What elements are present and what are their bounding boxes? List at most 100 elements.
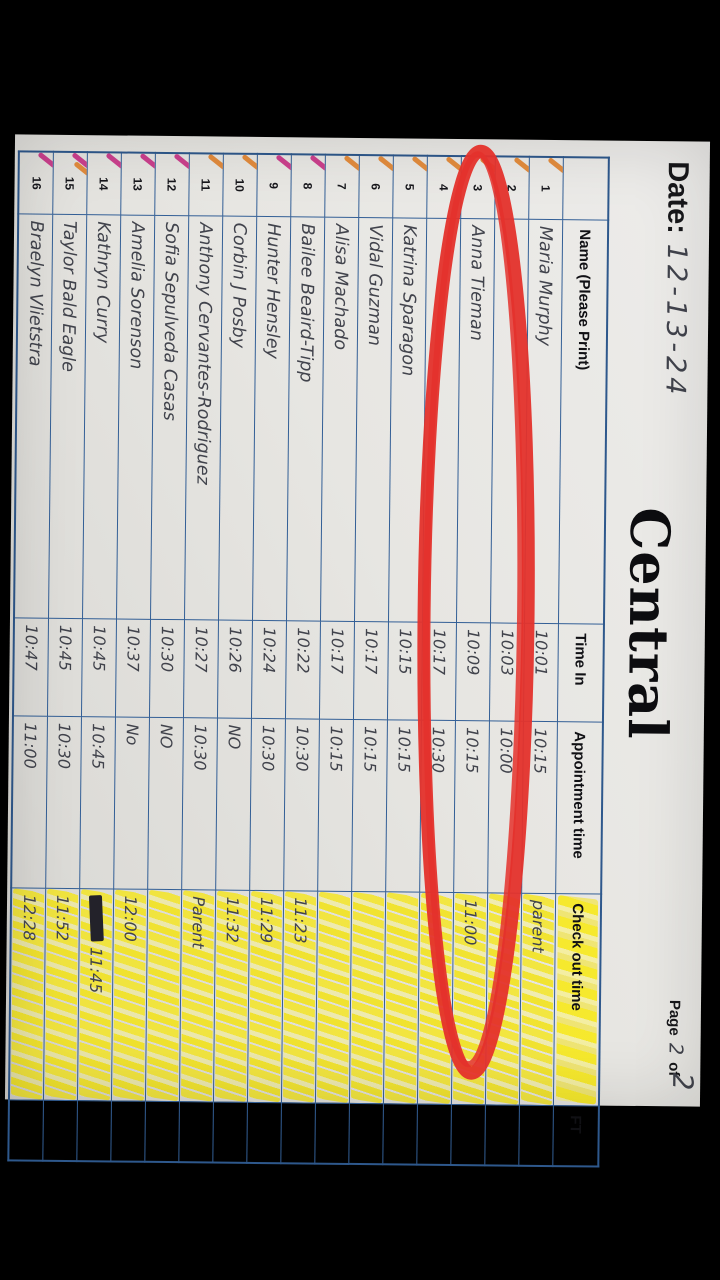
check-out-time-column-header: Check out time: [553, 893, 602, 1107]
appointment-time-cell: 10:45: [79, 716, 116, 889]
ft-cell: [42, 1100, 78, 1162]
page-title: Central: [615, 506, 683, 741]
row-number: 12: [164, 177, 180, 192]
row-number: 5: [403, 183, 418, 191]
time-in-cell: 10:22: [285, 620, 321, 720]
row-marks: [377, 155, 394, 217]
checkout-cell: [145, 889, 182, 1102]
appointment-time-cell: 10:15: [385, 719, 422, 893]
appointment-time-cell: 10:15: [453, 720, 490, 893]
time-in-cell: 10:17: [353, 621, 389, 720]
pink-highlighter-mark: [275, 154, 292, 171]
pink-highlighter-mark: [173, 153, 190, 170]
name-cell: [422, 218, 461, 623]
orange-highlighter-mark: [547, 157, 564, 174]
rows-body: 1 Maria Murphy 10:01 10:15 parent 2 10:0…: [8, 151, 564, 1167]
name-cell: Maria Murphy: [524, 219, 563, 624]
ft-cell: [416, 1104, 452, 1166]
appointment-time-cell: 10:30: [249, 718, 286, 891]
checkout-cell: 12:28: [9, 887, 46, 1101]
checkout-cell: 11:29: [247, 890, 284, 1103]
checkout-cell: 11:45: [77, 888, 114, 1101]
time-in-cell: 10:30: [149, 619, 185, 718]
name-cell: Corbin J Posby: [218, 216, 257, 621]
yellow-highlight: [147, 889, 181, 1102]
sheet-header: Date:12-13-24 Central Page 2 of 2: [600, 141, 710, 1107]
appointment-time-cell: 10:30: [283, 718, 320, 892]
ft-cell: [518, 1105, 554, 1167]
appointment-time-cell: 10:30: [181, 717, 218, 891]
name-column-header: Name (Please Print): [558, 219, 609, 625]
name-cell: Alisa Machado: [320, 217, 359, 622]
ft-column-header: FT: [552, 1105, 599, 1167]
row-number-cell: 7: [324, 154, 360, 218]
name-cell: Braelyn Vlietstra: [14, 213, 53, 619]
row-marks: [37, 151, 54, 214]
row-number-cell: 10: [222, 153, 258, 217]
checkout-time: 11:52: [53, 894, 73, 942]
name-cell: Sofia Sepulveda Casas: [150, 215, 189, 620]
appointment-time-cell: 10:15: [317, 719, 354, 892]
appointment-time-cell: 11:00: [11, 715, 48, 889]
checkout-time: 11:32: [223, 896, 243, 943]
page-number-handwritten: 2: [664, 1042, 687, 1056]
row-marks: [139, 152, 156, 215]
time-in-cell: 10:27: [183, 619, 219, 719]
checkout-cell: 11:00: [451, 892, 488, 1105]
time-in-cell: 10:45: [47, 618, 83, 717]
row-number: 10: [232, 178, 248, 192]
row-marks: [241, 153, 258, 216]
row-marks: [513, 156, 530, 219]
row-number: 11: [198, 178, 214, 192]
checkout-cell: [485, 892, 522, 1106]
ft-cell: [484, 1104, 520, 1166]
checkout-cell: parent: [519, 893, 556, 1106]
checkout-cell: [315, 891, 352, 1104]
appointment-time-cell: 10:30: [45, 716, 82, 889]
time-in-cell: 10:15: [387, 621, 423, 721]
row-number-cell: 8: [290, 154, 326, 218]
row-number-cell: 16: [18, 151, 54, 215]
row-number: 16: [29, 176, 44, 190]
checkout-time: 11:00: [461, 899, 481, 946]
checkout-time: 11:45: [86, 947, 107, 994]
orange-highlighter-mark: [207, 153, 224, 171]
row-marks: [411, 155, 428, 218]
checkout-cell: 11:52: [43, 888, 80, 1101]
pink-highlighter-mark: [37, 151, 54, 169]
ft-cell: [280, 1102, 316, 1164]
pink-highlighter-mark: [105, 152, 122, 169]
orange-highlighter-mark: [377, 155, 394, 172]
row-number: 8: [301, 182, 316, 190]
appointment-time-cell: NO: [215, 718, 252, 891]
appointment-time-cell: 10:15: [351, 719, 388, 892]
row-number: 2: [505, 184, 520, 192]
row-marks: [343, 154, 360, 217]
page-label: Page: [665, 999, 684, 1036]
row-number: 13: [130, 177, 146, 191]
row-marks: [173, 153, 190, 215]
ft-cell: [8, 1099, 44, 1161]
scratched-out-text: [89, 895, 105, 942]
yellow-highlight: [418, 892, 453, 1105]
orange-highlighter-mark: [513, 156, 530, 174]
sign-in-table: Name (Please Print) Time In Appointment …: [7, 150, 610, 1168]
ft-cell: [450, 1104, 486, 1166]
row-marks: [275, 154, 292, 216]
time-in-cell: 10:09: [455, 622, 491, 721]
appointment-time-cell: 10:15: [521, 721, 558, 894]
checkout-time: 12:28: [19, 894, 39, 941]
time-in-column-header: Time In: [557, 623, 604, 723]
name-cell: [490, 218, 529, 624]
pink-highlighter-mark: [309, 154, 326, 172]
row-marks: [207, 153, 224, 216]
name-cell: Taylor Bald Eagle: [48, 214, 87, 619]
checkout-time: 12:00: [121, 895, 141, 942]
row-number-cell: 2: [494, 156, 530, 220]
row-number: 4: [437, 183, 452, 191]
ft-cell: [314, 1103, 350, 1164]
row-number-cell: 5: [392, 155, 428, 219]
row-number-cell: 15: [52, 151, 88, 215]
name-cell: Amelia Sorenson: [116, 214, 155, 620]
